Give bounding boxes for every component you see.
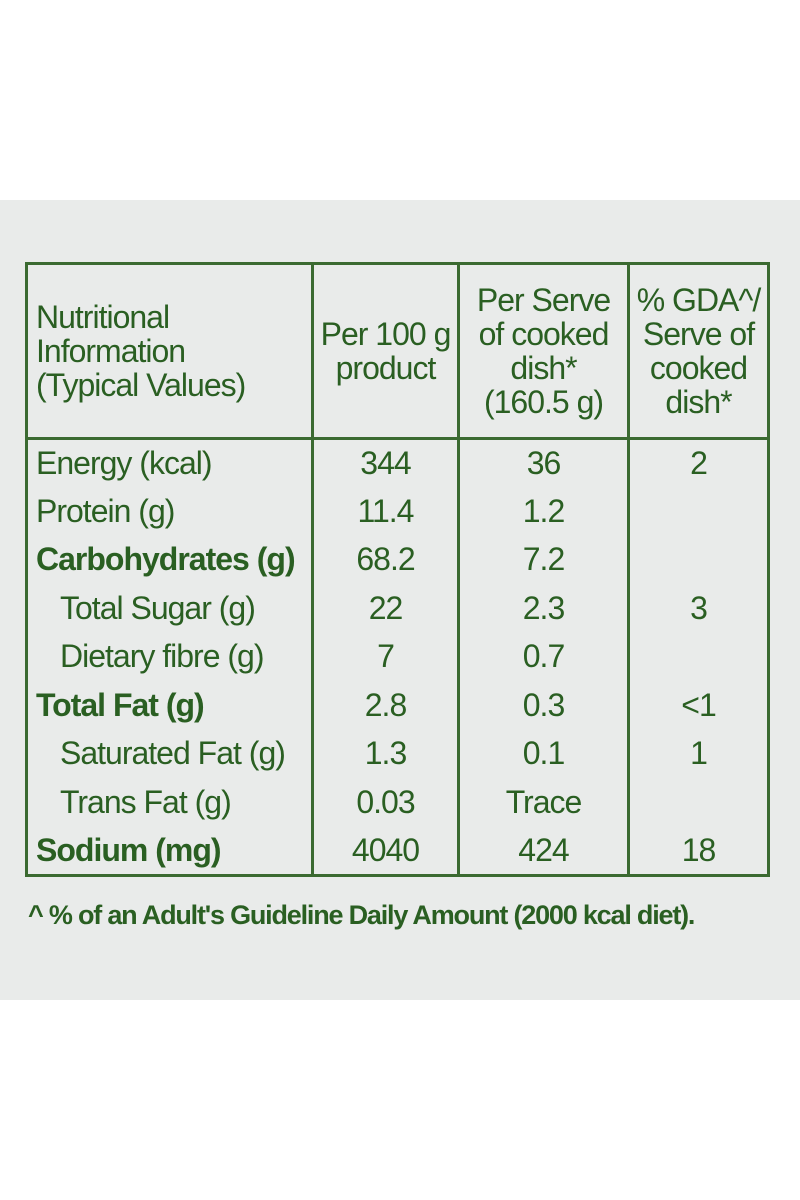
table-row: Saturated Fat (g) 1.3 0.1 1 xyxy=(25,729,770,778)
header-row: Nutritional Information (Typical Values)… xyxy=(25,262,770,440)
per-100g-value: 68.2 xyxy=(311,535,460,584)
table-row: Dietary fibre (g) 7 0.7 xyxy=(25,632,770,681)
header-line: Information xyxy=(36,333,186,369)
table-row: Sodium (mg) 4040 424 18 xyxy=(25,826,770,877)
nutrition-panel: Nutritional Information (Typical Values)… xyxy=(0,200,800,1000)
per-100g-value: 1.3 xyxy=(311,729,460,778)
header-per-100g: Per 100 g product xyxy=(311,262,460,440)
header-line: dish* xyxy=(665,384,732,420)
header-per-serve: Per Serve of cooked dish* (160.5 g) xyxy=(457,262,630,440)
per-100g-value: 22 xyxy=(311,584,460,633)
per-serve-value: 7.2 xyxy=(457,535,630,584)
header-gda: % GDA^/ Serve of cooked dish* xyxy=(627,262,770,440)
per-100g-value: 344 xyxy=(311,438,460,487)
header-line: (160.5 g) xyxy=(483,384,604,420)
per-serve-value: 424 xyxy=(457,826,630,877)
header-line: Serve of xyxy=(642,316,755,352)
per-100g-value: 4040 xyxy=(311,826,460,877)
per-serve-value: 2.3 xyxy=(457,584,630,633)
per-100g-value: 0.03 xyxy=(311,778,460,827)
per-serve-value: 0.7 xyxy=(457,632,630,681)
nutrient-name: Saturated Fat (g) xyxy=(25,729,314,778)
table-row: Protein (g) 11.4 1.2 xyxy=(25,487,770,536)
gda-value: 3 xyxy=(627,584,770,633)
gda-footnote: ^ % of an Adult's Guideline Daily Amount… xyxy=(28,900,695,930)
header-line: Per 100 g xyxy=(320,316,452,352)
per-serve-value: 0.3 xyxy=(457,681,630,730)
header-line: Nutritional xyxy=(36,299,170,335)
nutrient-name: Sodium (mg) xyxy=(25,826,314,877)
nutrient-name: Dietary fibre (g) xyxy=(25,632,314,681)
gda-value: <1 xyxy=(627,681,770,730)
nutrition-table: Nutritional Information (Typical Values)… xyxy=(25,262,770,877)
per-serve-value: 1.2 xyxy=(457,487,630,536)
header-line: dish* xyxy=(510,350,577,386)
table-row: Energy (kcal) 344 36 2 xyxy=(25,438,770,487)
table-row: Total Fat (g) 2.8 0.3 <1 xyxy=(25,681,770,730)
header-line: product xyxy=(335,350,437,386)
nutrient-name: Energy (kcal) xyxy=(25,438,314,487)
nutrient-name: Trans Fat (g) xyxy=(25,778,314,827)
header-line: % GDA^/ xyxy=(636,282,762,318)
nutrient-name: Total Fat (g) xyxy=(25,681,314,730)
nutrient-name: Total Sugar (g) xyxy=(25,584,314,633)
gda-value: 1 xyxy=(627,729,770,778)
table-row: Carbohydrates (g) 68.2 7.2 xyxy=(25,535,770,584)
per-serve-value: 36 xyxy=(457,438,630,487)
per-serve-value: 0.1 xyxy=(457,729,630,778)
gda-value xyxy=(627,487,770,536)
gda-value xyxy=(627,632,770,681)
gda-value xyxy=(627,535,770,584)
header-nutritional-information: Nutritional Information (Typical Values) xyxy=(25,262,314,440)
gda-value: 2 xyxy=(627,438,770,487)
per-100g-value: 7 xyxy=(311,632,460,681)
nutrient-name: Carbohydrates (g) xyxy=(25,535,314,584)
header-line: of cooked xyxy=(478,316,610,352)
header-line: Per Serve xyxy=(476,282,611,318)
gda-value: 18 xyxy=(627,826,770,877)
per-serve-value: Trace xyxy=(457,778,630,827)
table-row: Trans Fat (g) 0.03 Trace xyxy=(25,778,770,827)
nutrient-name: Protein (g) xyxy=(25,487,314,536)
per-100g-value: 2.8 xyxy=(311,681,460,730)
gda-value xyxy=(627,778,770,827)
per-100g-value: 11.4 xyxy=(311,487,460,536)
header-line: (Typical Values) xyxy=(36,367,246,403)
header-line: cooked xyxy=(649,350,748,386)
table-row: Total Sugar (g) 22 2.3 3 xyxy=(25,584,770,633)
